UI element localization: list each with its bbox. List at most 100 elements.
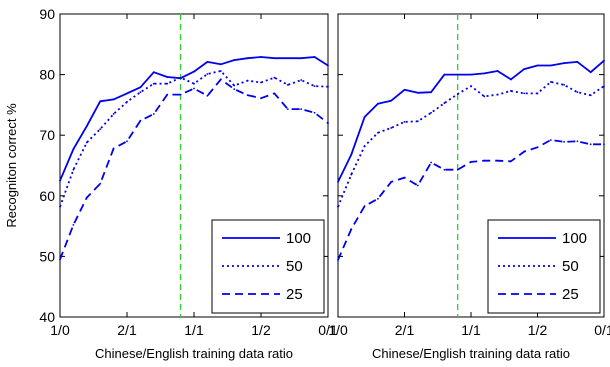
data-point: [193, 82, 195, 85]
data-point: [456, 73, 459, 76]
data-point: [206, 60, 209, 63]
data-point: [603, 59, 605, 62]
legend-label: 100: [286, 230, 311, 247]
data-point: [59, 179, 61, 182]
data-point: [273, 57, 276, 60]
y-tick-label: 50: [39, 248, 55, 264]
data-point: [350, 173, 353, 176]
data-point: [260, 56, 262, 58]
data-point: [233, 59, 236, 61]
y-tick-label: 70: [39, 127, 55, 143]
data-point: [430, 161, 432, 164]
data-point: [589, 71, 592, 74]
data-point: [403, 88, 406, 91]
data-point: [112, 147, 115, 150]
data-point: [179, 93, 182, 96]
data-point: [403, 120, 406, 123]
data-point: [483, 159, 486, 162]
data-point: [456, 168, 459, 171]
data-point: [206, 73, 209, 75]
series-50-line: [59, 70, 329, 208]
x-tick-label: 1/1: [184, 322, 204, 338]
data-point: [327, 85, 329, 88]
data-point: [443, 168, 446, 171]
data-point: [536, 64, 539, 67]
data-point: [246, 57, 249, 60]
data-point: [152, 82, 155, 85]
data-point: [483, 72, 486, 75]
data-point: [470, 73, 472, 76]
legend-label: 25: [286, 286, 303, 303]
data-point: [300, 79, 303, 81]
data-point: [470, 85, 472, 88]
series-25-line: [59, 78, 329, 260]
data-point: [286, 57, 289, 60]
data-point: [260, 97, 262, 100]
data-point: [377, 197, 379, 200]
data-point: [523, 92, 526, 95]
data-point: [416, 91, 419, 94]
x-tick-label: 1/2: [528, 322, 548, 338]
data-point: [99, 100, 102, 103]
data-point: [152, 113, 155, 115]
data-point: [563, 84, 565, 86]
data-point: [350, 228, 353, 231]
data-point: [273, 76, 276, 79]
data-point: [549, 80, 552, 83]
data-point: [390, 180, 393, 183]
data-point: [126, 92, 128, 95]
data-point: [206, 94, 209, 97]
data-point: [233, 84, 236, 87]
data-point: [470, 160, 472, 163]
y-tick-label: 40: [39, 309, 55, 325]
data-point: [510, 90, 512, 92]
data-point: [456, 93, 459, 95]
data-point: [496, 159, 499, 162]
data-point: [483, 95, 486, 98]
x-tick-label: 2/1: [117, 322, 137, 338]
data-point: [193, 87, 195, 90]
data-point: [139, 91, 142, 94]
data-point: [219, 70, 222, 72]
data-point: [536, 92, 539, 95]
x-tick-label: 1/2: [251, 322, 271, 338]
data-point: [603, 143, 605, 146]
data-point: [589, 143, 592, 146]
data-point: [72, 223, 75, 226]
data-point: [510, 160, 512, 163]
data-point: [193, 70, 195, 73]
data-point: [337, 259, 339, 261]
data-point: [576, 140, 579, 143]
data-point: [327, 122, 329, 124]
panel-2: 1/0 2/1 1/1 1/2 0/1 Chinese/English training …: [328, 13, 610, 361]
data-point: [126, 140, 128, 143]
data-point: [286, 84, 289, 86]
data-point: [390, 127, 393, 129]
data-point: [166, 82, 169, 85]
y-tick-label: 90: [39, 6, 55, 22]
data-point: [576, 91, 579, 94]
data-point: [166, 76, 169, 78]
data-point: [152, 71, 155, 74]
legend-label: 100: [562, 230, 587, 247]
data-point: [523, 150, 526, 153]
data-point: [430, 111, 432, 114]
data-point: [350, 153, 353, 156]
data-point: [139, 119, 142, 122]
data-point: [72, 148, 75, 151]
legend-label: 50: [562, 258, 579, 275]
data-point: [286, 108, 289, 111]
legend-label: 25: [562, 286, 579, 303]
data-point: [327, 64, 329, 67]
data-point: [313, 111, 316, 114]
data-point: [496, 93, 499, 96]
data-point: [300, 57, 303, 60]
data-point: [112, 113, 115, 115]
data-point: [430, 91, 432, 94]
data-point: [166, 93, 169, 96]
data-point: [313, 56, 316, 58]
data-point: [576, 60, 579, 63]
data-point: [416, 184, 419, 187]
